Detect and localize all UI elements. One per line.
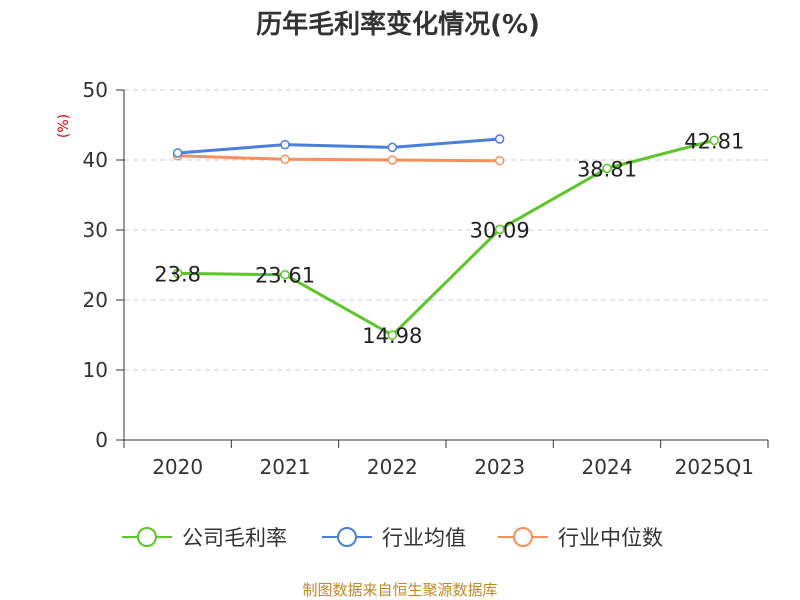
data-label: 23.8 xyxy=(154,262,201,286)
data-label: 14.98 xyxy=(362,324,422,348)
legend-label: 行业均值 xyxy=(382,526,466,550)
axes: 0 10 20 30 40 50 2020 2021 2022 2023 2024 2025Q1 xyxy=(83,78,769,479)
series xyxy=(172,134,720,340)
data-point xyxy=(709,135,720,146)
chart-title: 历年毛利率变化情况(%) xyxy=(256,9,540,40)
y-tick-label: 40 xyxy=(83,148,108,172)
grid xyxy=(124,89,768,371)
x-tick-label: 2021 xyxy=(260,455,311,479)
legend-marker xyxy=(337,527,357,547)
data-point xyxy=(387,330,398,340)
series-line xyxy=(176,137,502,155)
data-label: 38.81 xyxy=(577,157,637,181)
data-point xyxy=(494,134,505,144)
data-labels: 23.8 23.61 14.98 30.09 38.81 42.81 xyxy=(154,129,744,348)
y-tick-label: 10 xyxy=(83,358,108,382)
x-tick-label: 2024 xyxy=(582,455,633,479)
legend-label: 公司毛利率 xyxy=(182,526,287,550)
legend-marker xyxy=(513,527,533,547)
y-tick-label: 30 xyxy=(83,218,108,242)
data-point xyxy=(172,268,183,279)
y-tick-label: 20 xyxy=(83,288,108,312)
legend-label: 行业中位数 xyxy=(558,526,663,550)
legend: 公司毛利率 行业均值 行业中位数 xyxy=(122,526,663,550)
data-point xyxy=(387,155,398,165)
series-line xyxy=(176,138,716,337)
data-point xyxy=(280,154,290,165)
data-point xyxy=(602,163,612,174)
series-line xyxy=(176,154,502,163)
data-point xyxy=(494,155,505,166)
data-point xyxy=(172,148,183,158)
y-tick-label: 0 xyxy=(95,428,108,452)
data-label: 23.61 xyxy=(255,264,315,288)
y-tick-label: 50 xyxy=(83,78,108,102)
x-tick-label: 2025Q1 xyxy=(675,455,754,479)
x-tick-label: 2020 xyxy=(152,455,203,479)
data-point xyxy=(387,142,398,153)
data-point xyxy=(280,269,290,280)
source-note: 制图数据来自恒生聚源数据库 xyxy=(302,581,497,599)
data-point xyxy=(494,224,505,235)
data-point xyxy=(280,139,290,150)
y-axis-unit: (%) xyxy=(56,114,72,138)
data-label: 42.81 xyxy=(684,129,744,153)
x-tick-label: 2022 xyxy=(367,455,418,479)
x-tick-label: 2023 xyxy=(474,455,525,479)
data-label: 30.09 xyxy=(470,218,530,242)
legend-marker xyxy=(137,527,157,547)
